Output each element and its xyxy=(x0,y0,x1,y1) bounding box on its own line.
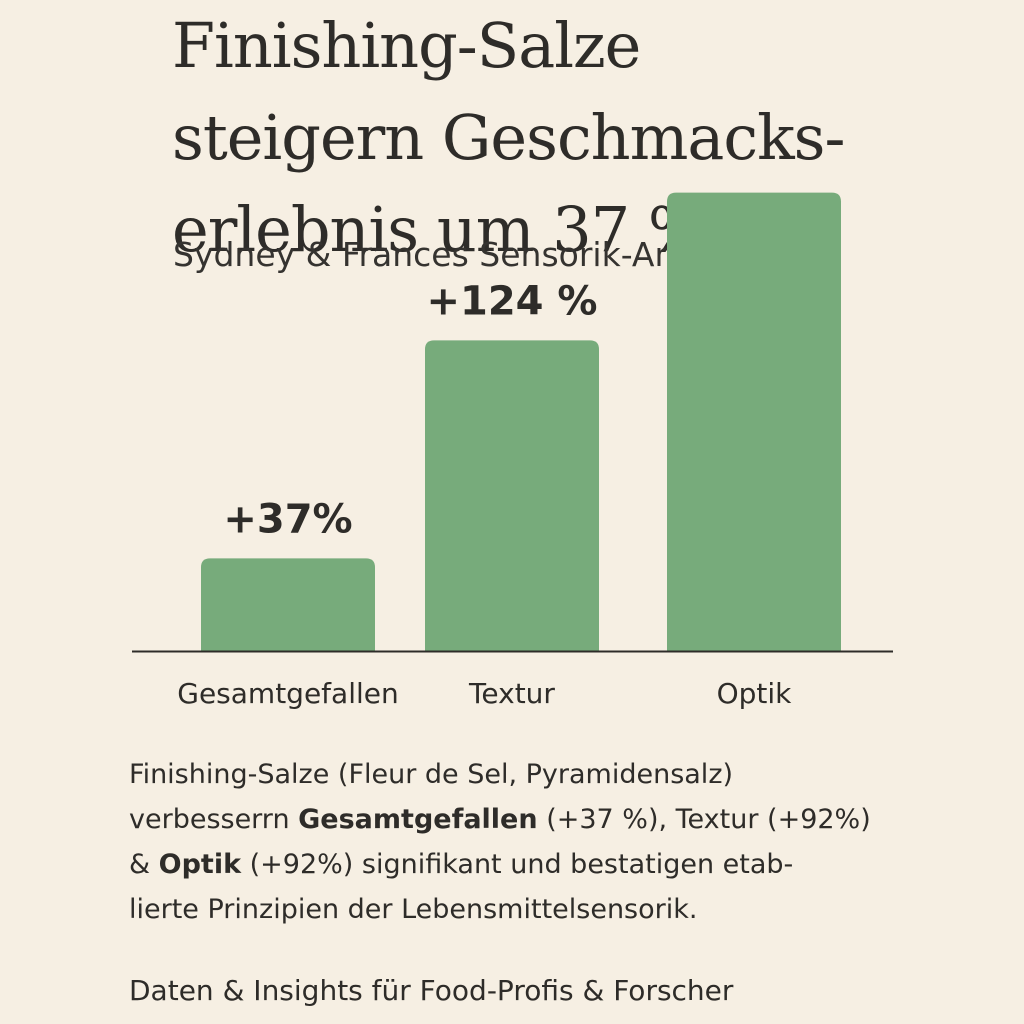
chart-subtitle: Sydney & Frances Sensorik-Analyse xyxy=(173,235,762,274)
bar-optik xyxy=(667,192,841,651)
x-tick-label-optik: Optik xyxy=(717,677,793,710)
x-tick-label-gesamtgefallen: Gesamtgefallen xyxy=(177,677,398,710)
paragraph-line-2-text-a: verbesserrn xyxy=(129,804,299,835)
paragraph-line-3-text-a: & xyxy=(129,849,159,880)
paragraph-line-2-bold: Gesamtgefallen xyxy=(298,804,538,835)
data-label-gesamtgefallen: +37% xyxy=(223,496,352,542)
title-line-2: steigern Geschmacks- xyxy=(172,101,845,174)
paragraph-line-3-bold: Optik xyxy=(158,849,242,880)
bar-chart: +37% Gesamtgefallen +124 % Textur Optik xyxy=(132,192,893,710)
paragraph-line-3-text-c: (+92%) signifikant und bestatigen etab- xyxy=(241,849,794,880)
x-tick-label-textur: Textur xyxy=(468,677,555,710)
chart-title: Finishing-Salze steigern Geschmacks- erl… xyxy=(172,0,992,276)
paragraph-line-3: & Optik (+92%) signifikant und bestatige… xyxy=(129,842,949,887)
paragraph-line-4: lierte Prinzipien der Lebensmittelsensor… xyxy=(129,894,698,925)
bar-gesamtgefallen xyxy=(201,558,375,651)
bar-textur xyxy=(425,340,599,651)
footer-tagline: Daten & Insights für Food-Profis & Forsc… xyxy=(129,974,734,1007)
data-label-textur: +124 % xyxy=(426,278,597,324)
title-line-3: erlebnis um 37 % xyxy=(172,193,707,266)
description-paragraph: Finishing-Salze (Fleur de Sel, Pyramiden… xyxy=(129,752,949,932)
paragraph-line-2-text-c: (+37 %), Textur (+92%) xyxy=(537,804,871,835)
paragraph-line-1: Finishing-Salze (Fleur de Sel, Pyramiden… xyxy=(129,759,734,790)
paragraph-line-2: verbesserrn Gesamtgefallen (+37 %), Text… xyxy=(129,797,949,842)
title-line-1: Finishing-Salze xyxy=(172,9,641,82)
